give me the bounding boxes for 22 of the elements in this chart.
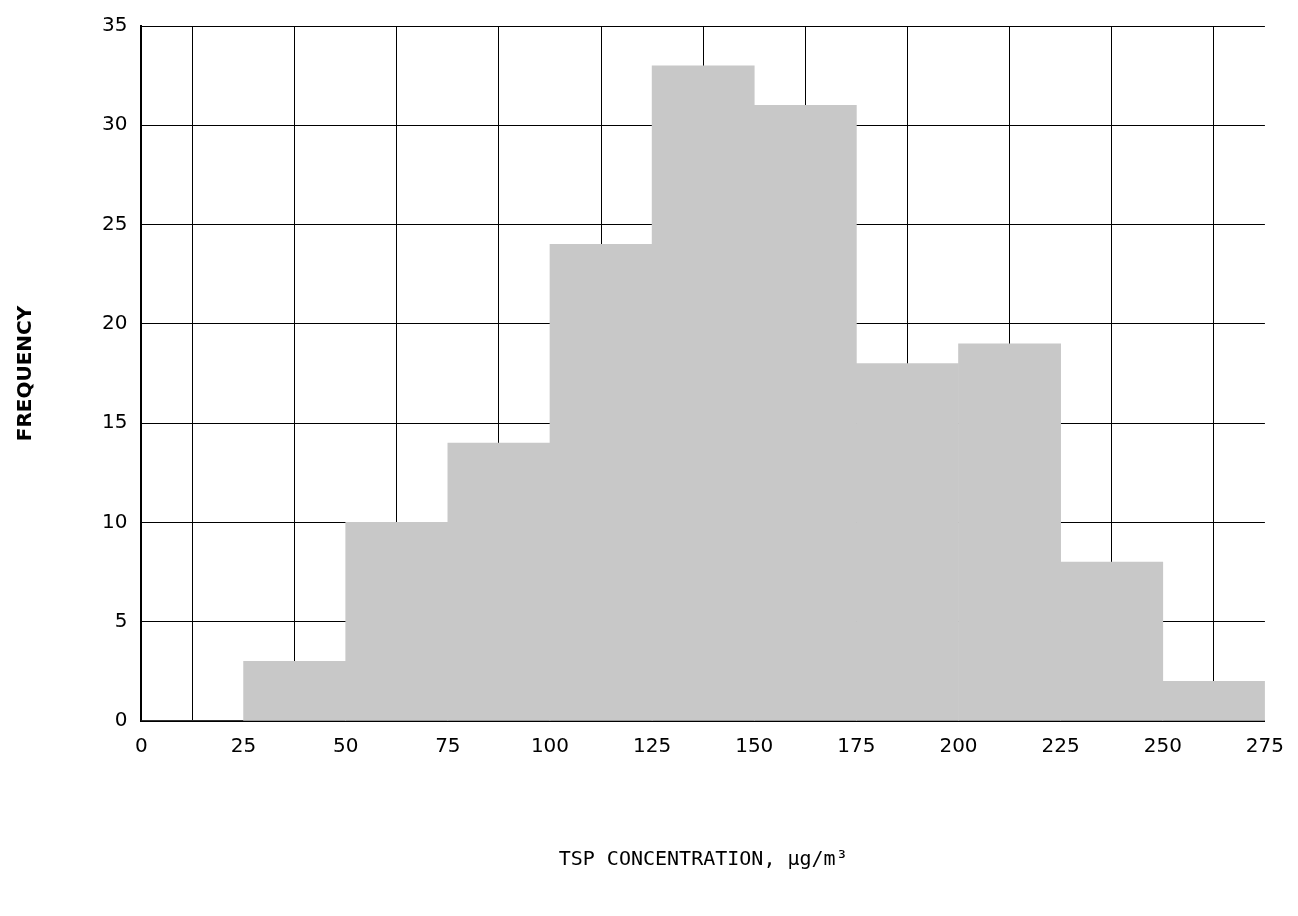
x-tick-label: 200 — [939, 733, 978, 758]
y-tick-label: 15 — [102, 409, 128, 434]
x-tick-label: 275 — [1245, 733, 1285, 758]
x-tick-label: 125 — [633, 733, 672, 758]
y-tick-label: 10 — [102, 508, 128, 533]
x-axis-title: TSP CONCENTRATION, μg/m³ — [558, 846, 848, 871]
y-tick-label: 0 — [114, 707, 128, 732]
x-tick-label: 50 — [332, 733, 359, 758]
y-tick-label: 30 — [102, 111, 128, 136]
y-axis-title: FREQUENCY — [12, 305, 37, 442]
x-tick-label: 250 — [1143, 733, 1182, 758]
y-tick-label: 35 — [102, 12, 128, 37]
x-tick-label: 150 — [735, 733, 774, 758]
x-tick-label: 0 — [135, 733, 148, 758]
x-tick-label: 175 — [837, 733, 876, 758]
y-tick-label: 20 — [102, 310, 128, 335]
x-tick-label: 75 — [435, 733, 461, 758]
y-tick-label: 5 — [114, 607, 128, 632]
x-tick-label: 25 — [230, 733, 257, 758]
y-tick-label: 25 — [102, 210, 128, 235]
x-tick-label: 100 — [530, 733, 570, 758]
x-tick-label: 225 — [1041, 733, 1080, 758]
